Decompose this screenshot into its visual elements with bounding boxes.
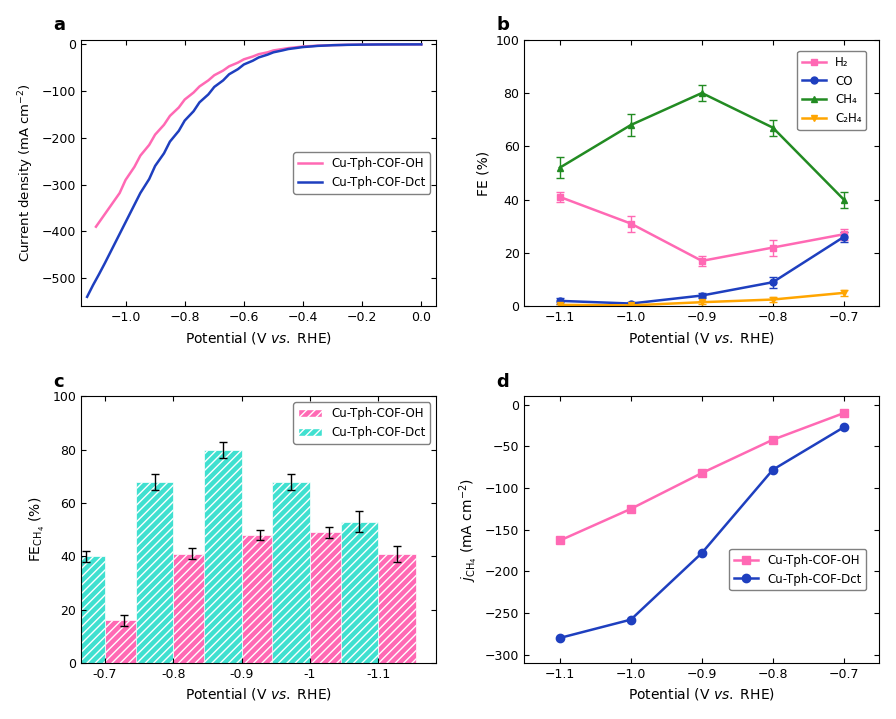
- Bar: [173, 554, 211, 663]
- Bar: [242, 535, 280, 663]
- X-axis label: Potential (V $vs.$ RHE): Potential (V $vs.$ RHE): [628, 687, 775, 702]
- Text: d: d: [496, 373, 509, 391]
- Bar: [105, 620, 142, 663]
- Y-axis label: FE$_{\mathrm{CH_4}}$ (%): FE$_{\mathrm{CH_4}}$ (%): [28, 497, 47, 562]
- Legend: H₂, CO, CH₄, C₂H₄: H₂, CO, CH₄, C₂H₄: [797, 51, 866, 130]
- Text: b: b: [496, 17, 509, 35]
- Bar: [272, 482, 310, 663]
- Bar: [204, 449, 242, 663]
- Bar: [378, 554, 416, 663]
- X-axis label: Potential (V $vs.$ RHE): Potential (V $vs.$ RHE): [185, 687, 332, 702]
- Bar: [340, 522, 378, 663]
- Bar: [136, 482, 173, 663]
- Y-axis label: FE (%): FE (%): [476, 150, 490, 196]
- Bar: [67, 557, 105, 663]
- X-axis label: Potential (V $vs.$ RHE): Potential (V $vs.$ RHE): [628, 329, 775, 346]
- Legend: Cu-Tph-COF-OH, Cu-Tph-COF-Dct: Cu-Tph-COF-OH, Cu-Tph-COF-Dct: [729, 549, 866, 590]
- Text: a: a: [53, 17, 65, 35]
- Bar: [310, 532, 348, 663]
- Legend: Cu-Tph-COF-OH, Cu-Tph-COF-Dct: Cu-Tph-COF-OH, Cu-Tph-COF-Dct: [293, 152, 430, 193]
- Y-axis label: Current density (mA cm$^{-2}$): Current density (mA cm$^{-2}$): [17, 83, 36, 262]
- X-axis label: Potential (V $vs.$ RHE): Potential (V $vs.$ RHE): [185, 329, 332, 346]
- Y-axis label: $j_{\mathrm{CH_4}}$ (mA cm$^{-2}$): $j_{\mathrm{CH_4}}$ (mA cm$^{-2}$): [457, 477, 479, 582]
- Text: c: c: [53, 373, 64, 391]
- Legend: Cu-Tph-COF-OH, Cu-Tph-COF-Dct: Cu-Tph-COF-OH, Cu-Tph-COF-Dct: [293, 403, 430, 444]
